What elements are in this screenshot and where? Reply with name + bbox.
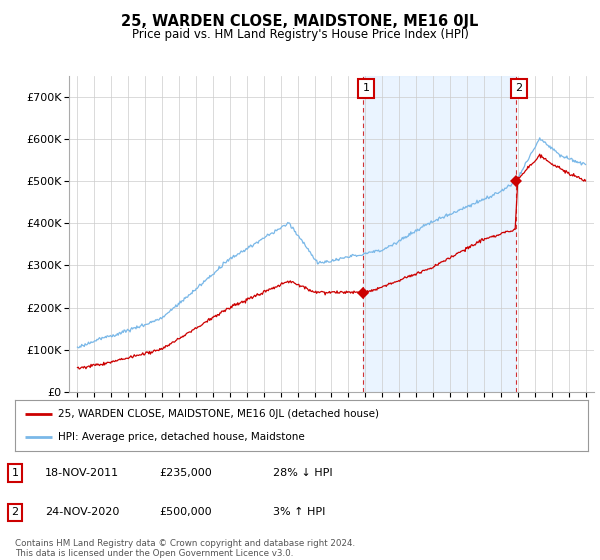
- Text: £235,000: £235,000: [159, 468, 212, 478]
- Text: 1: 1: [362, 83, 370, 94]
- Text: 28% ↓ HPI: 28% ↓ HPI: [273, 468, 332, 478]
- Bar: [364, 76, 516, 392]
- Text: £500,000: £500,000: [159, 507, 212, 517]
- Text: 18-NOV-2011: 18-NOV-2011: [45, 468, 119, 478]
- Text: Contains HM Land Registry data © Crown copyright and database right 2024.
This d: Contains HM Land Registry data © Crown c…: [15, 539, 355, 558]
- Text: 1: 1: [11, 468, 19, 478]
- Text: HPI: Average price, detached house, Maidstone: HPI: Average price, detached house, Maid…: [58, 432, 305, 442]
- Text: 25, WARDEN CLOSE, MAIDSTONE, ME16 0JL: 25, WARDEN CLOSE, MAIDSTONE, ME16 0JL: [121, 14, 479, 29]
- Text: Price paid vs. HM Land Registry's House Price Index (HPI): Price paid vs. HM Land Registry's House …: [131, 28, 469, 41]
- Text: 2: 2: [11, 507, 19, 517]
- Text: 2: 2: [515, 83, 522, 94]
- Text: 24-NOV-2020: 24-NOV-2020: [45, 507, 119, 517]
- Text: 25, WARDEN CLOSE, MAIDSTONE, ME16 0JL (detached house): 25, WARDEN CLOSE, MAIDSTONE, ME16 0JL (d…: [58, 409, 379, 419]
- Text: 3% ↑ HPI: 3% ↑ HPI: [273, 507, 325, 517]
